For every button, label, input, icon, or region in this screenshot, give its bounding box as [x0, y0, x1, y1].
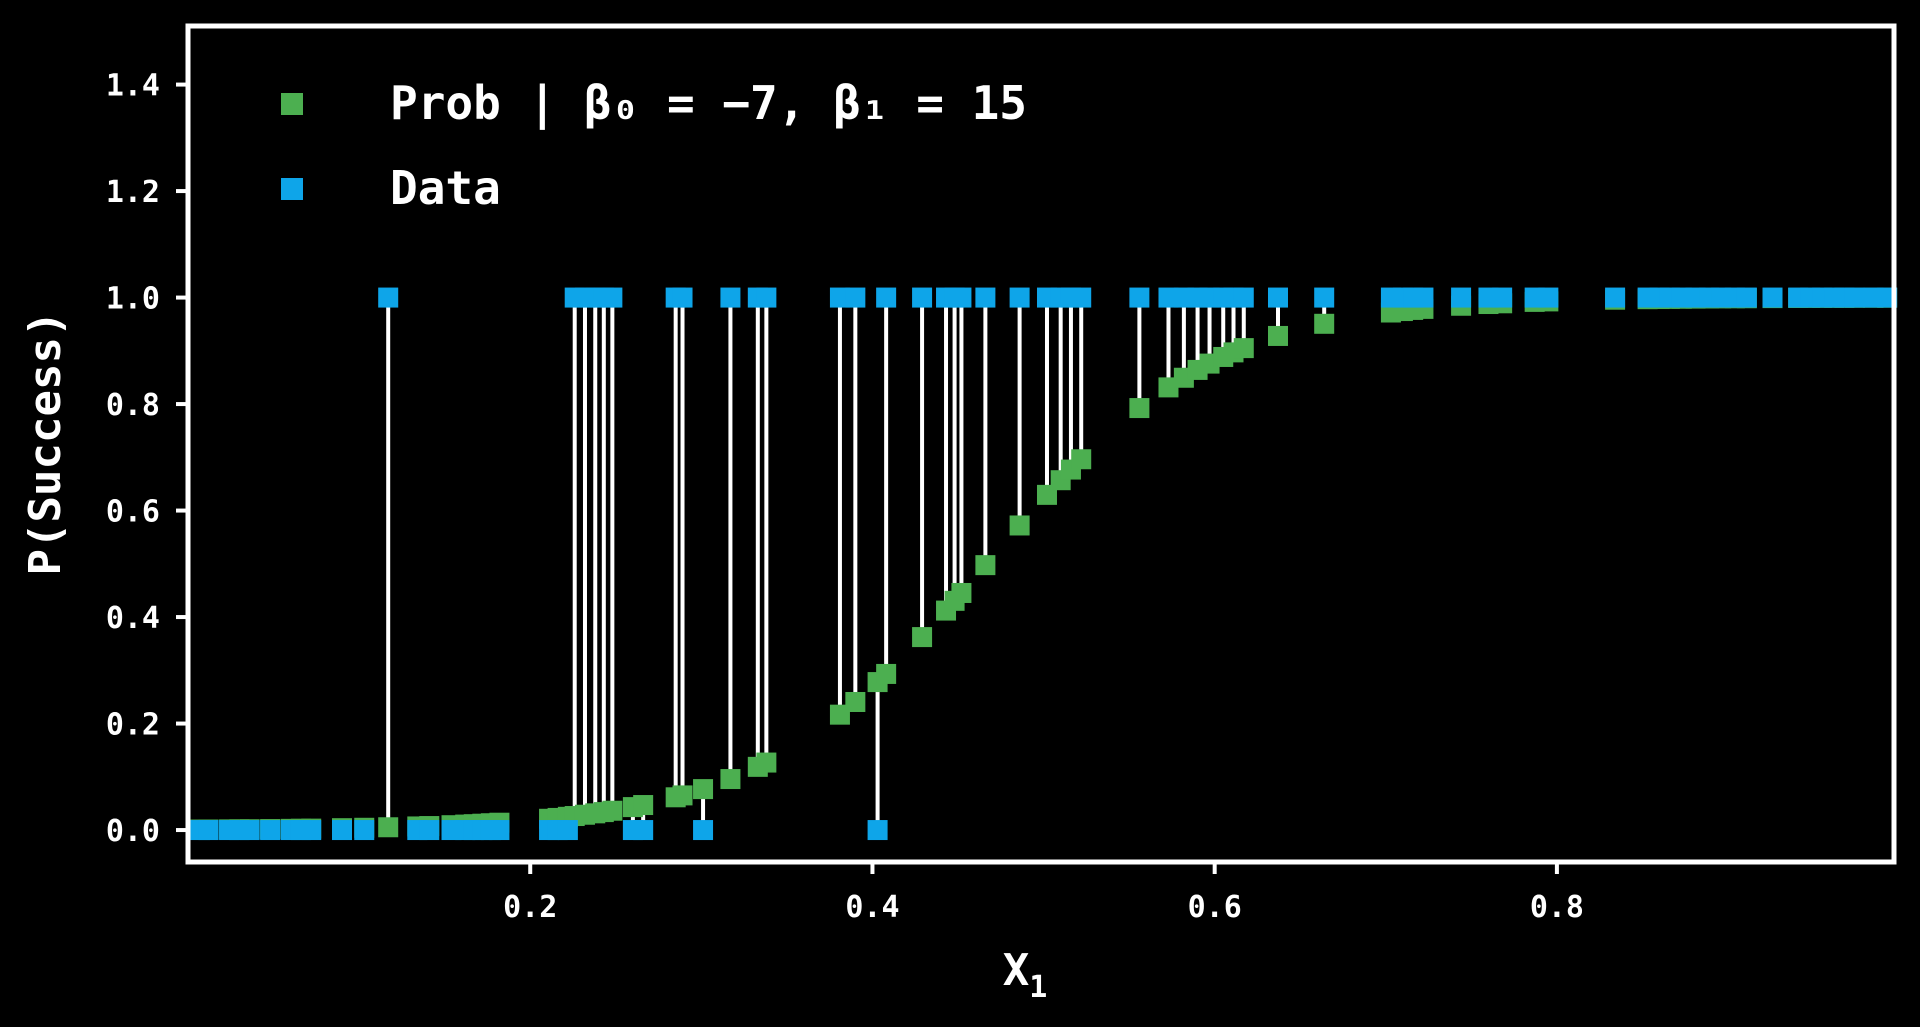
data-point [378, 287, 399, 308]
x-tick-label: 0.4 [845, 890, 899, 925]
x-axis-label-subscript: 1 [1029, 970, 1047, 1005]
data-point [1844, 287, 1865, 308]
data-point [912, 287, 933, 308]
data-point [1267, 287, 1288, 308]
x-tick-label: 0.8 [1530, 890, 1584, 925]
prob-point [756, 752, 777, 773]
legend-label-prob: Prob | β₀ = −7, β₁ = 15 [390, 76, 1027, 131]
data-point [301, 820, 322, 841]
legend-label-data: Data [390, 161, 501, 215]
data-point [1071, 287, 1092, 308]
y-tick-label: 0.0 [106, 814, 160, 849]
data-point [489, 820, 510, 841]
data-point [332, 820, 353, 841]
x-tick-label: 0.2 [503, 890, 557, 925]
x-axis-label: X1 [1003, 945, 1048, 1005]
data-point [951, 287, 972, 308]
y-tick-label: 1.2 [106, 175, 160, 210]
data-point [975, 287, 996, 308]
data-point [1605, 287, 1626, 308]
prob-point [720, 769, 741, 790]
y-tick-label: 0.6 [106, 495, 160, 530]
y-axis-ticks: 0.0 0.2 0.4 0.6 0.8 1.0 1.2 1.4 [106, 69, 188, 849]
data-point [198, 820, 219, 841]
legend-label-prob-math: β₀ = −7, β₁ = 15 [584, 76, 1027, 130]
x-tick-label: 0.6 [1188, 890, 1242, 925]
y-tick-label: 0.2 [106, 708, 160, 743]
prob-point [1071, 449, 1092, 470]
y-tick-label: 0.8 [106, 388, 160, 423]
prob-point [845, 691, 866, 712]
plot-frame [185, 23, 1897, 865]
legend-marker-data [281, 178, 303, 200]
data-point [1451, 287, 1472, 308]
prob-point [693, 779, 714, 800]
data-point [720, 287, 741, 308]
data-point [693, 820, 714, 841]
y-tick-label: 1.4 [106, 69, 160, 104]
data-point [1158, 287, 1179, 308]
prob-point [1314, 313, 1335, 334]
legend-marker-prob [281, 93, 303, 115]
data-point [867, 820, 888, 841]
data-point [1736, 287, 1757, 308]
y-axis-label: P(Success) [20, 311, 71, 576]
data-point [1314, 287, 1335, 308]
prob-point [876, 663, 897, 684]
data-point [354, 820, 375, 841]
prob-point [633, 795, 654, 816]
prob-point [672, 785, 693, 806]
data-point [756, 287, 777, 308]
residual-lines [197, 297, 1890, 831]
prob-point [1009, 515, 1030, 536]
data-point [1762, 287, 1783, 308]
y-tick-label: 1.0 [106, 282, 160, 317]
data-point [829, 287, 850, 308]
data-point [876, 287, 897, 308]
data-point [419, 820, 440, 841]
prob-point [1267, 325, 1288, 346]
prob-point [951, 582, 972, 603]
prob-point [378, 817, 399, 838]
legend: Prob | β₀ = −7, β₁ = 15 Data [281, 76, 1027, 215]
data-point [1009, 287, 1030, 308]
data-point [672, 287, 693, 308]
prob-point [975, 555, 996, 576]
data-point [1129, 287, 1150, 308]
y-tick-label: 0.4 [106, 601, 160, 636]
prob-point [829, 704, 850, 725]
data-point [602, 287, 623, 308]
prob-point [912, 627, 933, 648]
data-point [1233, 287, 1254, 308]
x-axis-label-main: X [1003, 945, 1030, 996]
prob-point [1129, 398, 1150, 419]
data-point [260, 820, 281, 841]
prob-point [1158, 377, 1179, 398]
data-point [1492, 287, 1513, 308]
data-point [845, 287, 866, 308]
data-series [189, 287, 1898, 841]
data-point [1413, 287, 1434, 308]
data-point [239, 820, 260, 841]
prob-point [1233, 338, 1254, 359]
legend-label-prob-prefix: Prob | [390, 76, 584, 131]
data-point [1538, 287, 1559, 308]
x-axis-ticks: 0.2 0.4 0.6 0.8 [503, 862, 1584, 925]
data-point [633, 820, 654, 841]
data-point [557, 820, 578, 841]
prob-point [602, 800, 623, 821]
